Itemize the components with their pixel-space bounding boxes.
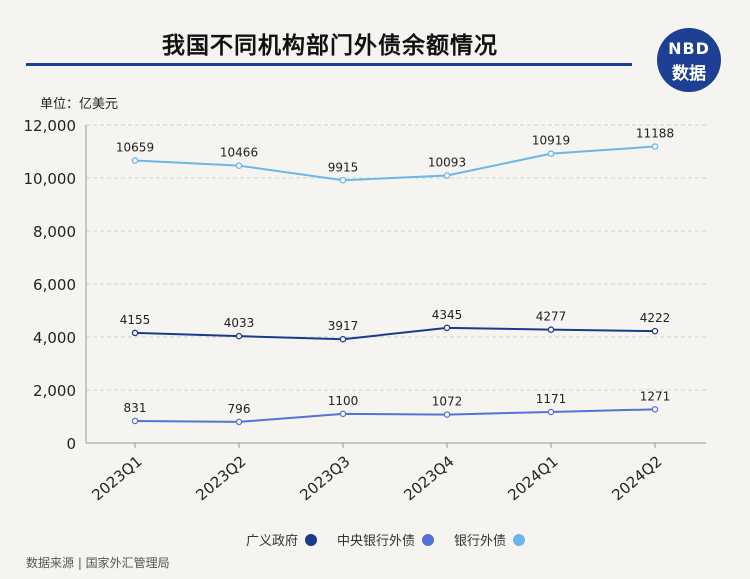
data-point (651, 327, 659, 335)
nbd-logo-badge: NBD 数据 (657, 28, 721, 92)
data-point (339, 410, 347, 418)
y-tick-label: 12,000 (24, 117, 77, 135)
data-point (443, 411, 451, 418)
legend: 广义政府 中央银行外债 银行外债 (246, 530, 526, 549)
data-label: 11188 (636, 127, 674, 141)
data-point (443, 324, 451, 332)
unit-label: 单位：亿美元 (40, 97, 119, 112)
data-label: 1171 (536, 392, 567, 406)
data-point (443, 172, 451, 179)
y-tick-label: 0 (66, 435, 76, 453)
y-tick-label: 2,000 (33, 382, 76, 400)
legend-label-2: 银行外债 (454, 534, 507, 549)
chart-title: 我国不同机构部门外债余额情况 (162, 33, 498, 59)
legend-item-0: 广义政府 (246, 530, 318, 549)
data-label: 1271 (640, 389, 671, 403)
series-line-2 (134, 145, 656, 182)
data-label: 10093 (428, 156, 466, 170)
legend-dot-2-icon (513, 533, 526, 546)
legend-label-1: 中央银行外债 (337, 534, 416, 549)
data-point (235, 418, 243, 426)
data-point (651, 406, 659, 413)
data-point (339, 177, 347, 184)
data-point (131, 157, 139, 164)
x-tick-label: 2023Q4 (400, 452, 457, 504)
legend-dot-1-icon (422, 533, 435, 546)
series-line-0 (134, 326, 656, 341)
badge-bottom-text: 数据 (672, 64, 706, 84)
data-label: 1100 (328, 394, 359, 408)
data-point (339, 335, 347, 343)
data-point (235, 332, 243, 340)
data-point (547, 150, 555, 157)
y-tick-label: 4,000 (33, 329, 76, 347)
data-label: 4277 (536, 310, 567, 324)
data-point (235, 162, 243, 169)
badge-top-text: NBD (668, 39, 710, 58)
data-label: 796 (228, 402, 251, 416)
legend-label-0: 广义政府 (246, 534, 299, 549)
data-point (651, 143, 659, 150)
series-line-1 (134, 408, 656, 423)
y-tick-label: 6,000 (33, 276, 76, 294)
data-point (547, 408, 555, 416)
data-label: 4222 (640, 311, 671, 325)
data-label: 4155 (120, 313, 151, 327)
data-label: 10466 (220, 146, 258, 160)
x-tick-label: 2024Q2 (608, 452, 665, 504)
x-tick-label: 2024Q1 (504, 452, 561, 504)
source-note: 数据来源 | 国家外汇管理局 (26, 556, 170, 570)
y-tick-label: 10,000 (24, 170, 77, 188)
data-label: 3917 (328, 319, 359, 333)
data-label: 10659 (116, 141, 154, 155)
data-label: 4033 (224, 316, 255, 330)
y-tick-label: 8,000 (33, 223, 76, 241)
x-tick-label: 2023Q1 (88, 452, 145, 504)
data-label: 831 (124, 401, 147, 415)
data-point (131, 417, 139, 425)
legend-dot-0-icon (305, 533, 318, 546)
data-label: 1072 (432, 395, 463, 409)
legend-item-1: 中央银行外债 (337, 530, 435, 549)
legend-item-2: 银行外债 (454, 530, 526, 549)
title-underline (26, 63, 632, 66)
data-label: 10919 (532, 134, 570, 148)
data-label: 4345 (432, 308, 463, 322)
data-point (547, 326, 555, 333)
data-point (131, 329, 139, 337)
data-label: 9915 (328, 160, 359, 174)
x-tick-label: 2023Q2 (192, 452, 249, 504)
x-tick-label: 2023Q3 (296, 452, 353, 504)
